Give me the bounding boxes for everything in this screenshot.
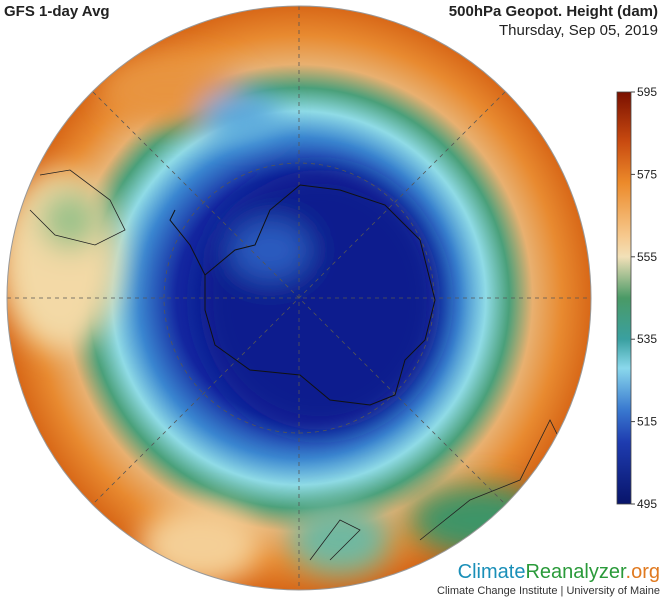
colorbar-tick-label: 555 <box>637 250 657 264</box>
colorbar-tick-label: 595 <box>637 85 657 99</box>
brand-climate: Climate <box>458 561 526 583</box>
colorbar <box>616 91 632 505</box>
brand: ClimateReanalyzer.org <box>458 561 660 583</box>
date: Thursday, Sep 05, 2019 <box>499 22 658 39</box>
colorbar-tick-label: 515 <box>637 415 657 429</box>
colorbar-tick-label: 495 <box>637 497 657 511</box>
brand-org: .org <box>626 561 660 583</box>
institute: Climate Change Institute | University of… <box>437 585 660 597</box>
colorbar-tick-label: 575 <box>637 167 657 181</box>
title: GFS 1-day Avg <box>4 3 110 20</box>
colorbar-tick-label: 535 <box>637 332 657 346</box>
variable: 500hPa Geopot. Height (dam) <box>449 3 658 20</box>
globe <box>7 6 591 590</box>
brand-reanalyzer: Reanalyzer <box>525 561 627 583</box>
